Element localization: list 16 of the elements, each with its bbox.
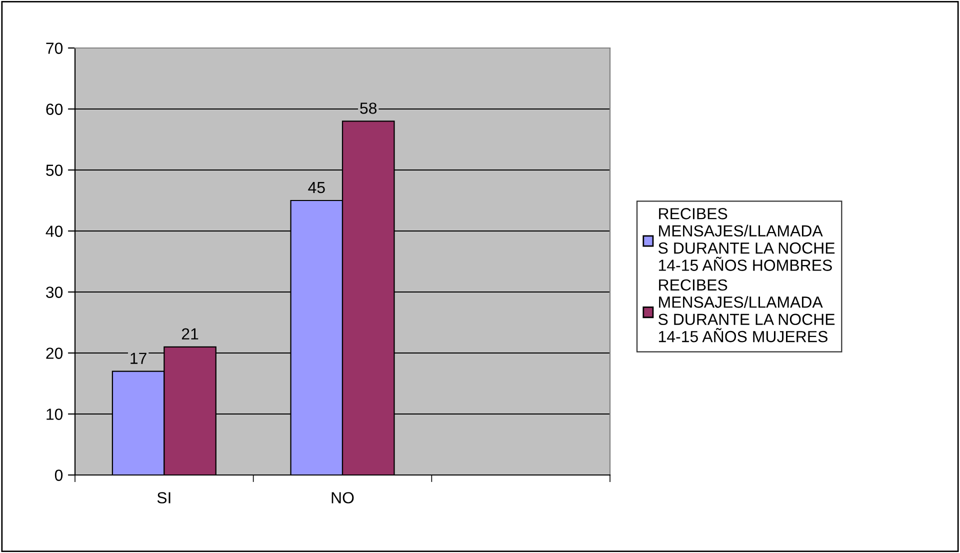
y-tick-label: 40 bbox=[46, 226, 63, 237]
y-tick-label: 20 bbox=[46, 348, 63, 359]
y-tick-label: 30 bbox=[46, 286, 63, 298]
y-tick-label: 60 bbox=[46, 104, 63, 115]
legend-label: RECIBES MENSAJES/LLAMADA S DURANTE LA NOCHE 14-15 AÑOS MUJERES bbox=[658, 279, 835, 342]
data-label: 45 bbox=[308, 182, 325, 194]
data-label: 21 bbox=[182, 328, 198, 340]
legend-label: RECIBES MENSAJES/LLAMADA S DURANTE LA NOCHE 14-15 AÑOS HOMBRES bbox=[658, 208, 835, 271]
y-tick-label: 70 bbox=[46, 42, 63, 54]
x-tick-label: NO bbox=[332, 492, 354, 504]
y-tick-label: 0 bbox=[54, 470, 63, 481]
data-label: 58 bbox=[360, 102, 377, 114]
y-tick-label: 10 bbox=[46, 408, 63, 420]
data-label: 17 bbox=[130, 352, 146, 364]
x-tick-label: SI bbox=[157, 492, 170, 504]
y-tick-label: 50 bbox=[46, 164, 63, 176]
